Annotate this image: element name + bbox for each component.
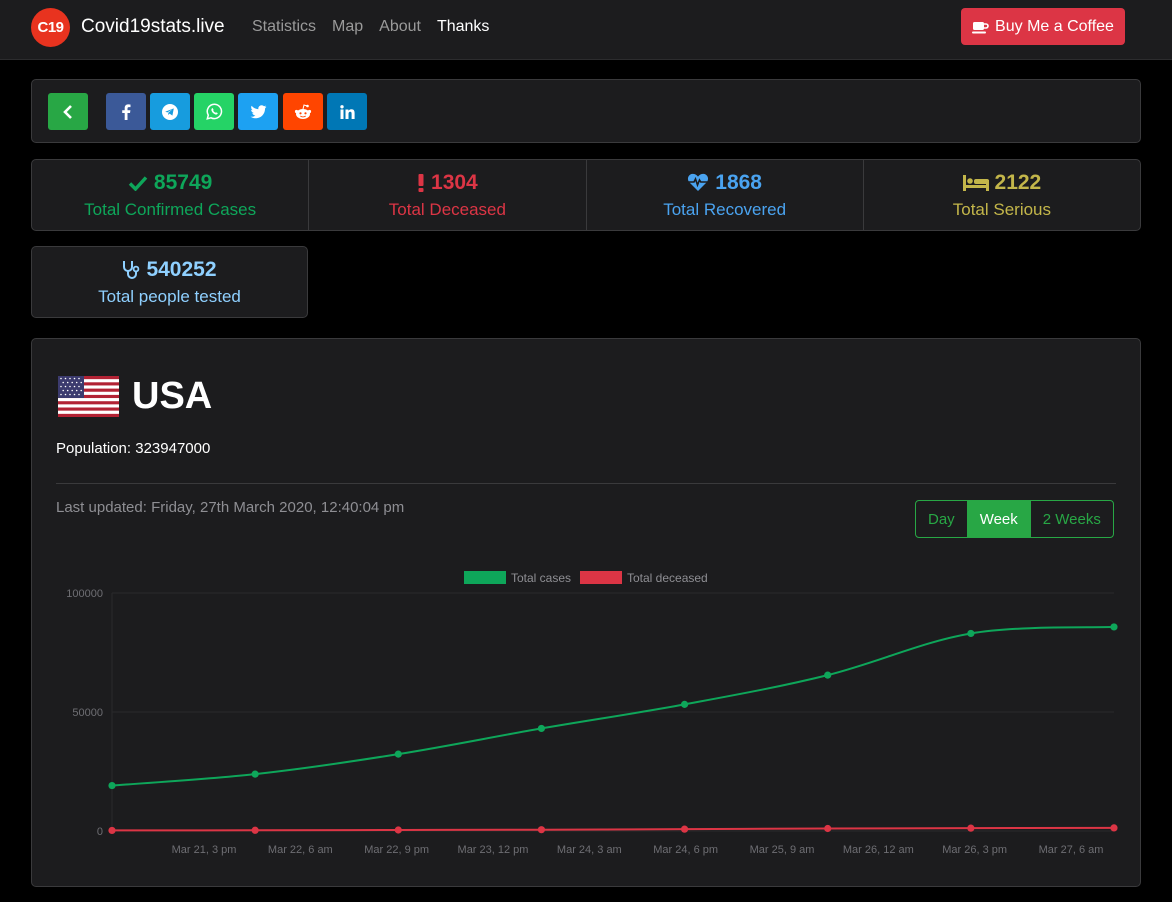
whatsapp-icon xyxy=(205,103,222,120)
linkedin-icon xyxy=(339,104,355,119)
heartbeat-icon xyxy=(688,173,709,191)
brand-name[interactable]: Covid19stats.live xyxy=(81,16,225,37)
data-point xyxy=(394,826,402,834)
data-point xyxy=(394,750,402,758)
data-point xyxy=(251,826,259,834)
stat-recovered: 1868 Total Recovered xyxy=(587,160,864,230)
reddit-icon xyxy=(294,103,312,119)
stat-confirmed-label: Total Confirmed Cases xyxy=(84,199,257,219)
nav-link-statistics[interactable]: Statistics xyxy=(252,18,317,35)
brand-logo[interactable]: C19 xyxy=(31,8,70,47)
series-line-0 xyxy=(111,625,1115,787)
stat-serious-label: Total Serious xyxy=(952,199,1052,219)
share-telegram-button[interactable] xyxy=(150,93,190,130)
back-button[interactable] xyxy=(48,93,88,130)
bed-icon xyxy=(962,174,989,191)
data-point xyxy=(537,724,546,733)
share-bar xyxy=(31,79,1141,143)
data-point xyxy=(967,629,975,638)
stat-confirmed: 85749 Total Confirmed Cases xyxy=(32,160,310,230)
y-tick-label: 50000 xyxy=(72,707,103,719)
data-point xyxy=(1110,824,1118,832)
buy-coffee-button[interactable]: Buy Me a Coffee xyxy=(961,8,1125,45)
range-day-button[interactable]: Day xyxy=(916,501,968,537)
data-point xyxy=(1110,623,1118,631)
stat-deceased-label: Total Deceased xyxy=(388,199,506,219)
check-icon xyxy=(128,175,148,191)
country-name: USA xyxy=(132,375,213,417)
twitter-icon xyxy=(250,104,266,118)
share-whatsapp-button[interactable] xyxy=(194,93,234,130)
series-line-1 xyxy=(111,826,1115,832)
legend-label: Total deceased xyxy=(627,571,708,585)
stat-recovered-label: Total Recovered xyxy=(663,199,787,219)
x-tick-label: Mar 26, 12 am xyxy=(843,844,914,856)
share-facebook-button[interactable] xyxy=(106,93,146,130)
data-point xyxy=(251,770,259,778)
share-twitter-button[interactable] xyxy=(238,93,278,130)
stat-tested-label: Total people tested xyxy=(98,286,241,306)
buy-coffee-label: Buy Me a Coffee xyxy=(995,17,1114,35)
stat-recovered-value: 1868 xyxy=(715,170,762,194)
range-week-button[interactable]: Week xyxy=(967,501,1031,537)
range-2weeks-button[interactable]: 2 Weeks xyxy=(1042,510,1101,528)
stat-serious: 2122 Total Serious xyxy=(864,160,1140,230)
x-tick-label: Mar 26, 3 pm xyxy=(942,844,1007,856)
stat-confirmed-value: 85749 xyxy=(153,170,213,194)
nav-links: Statistics Map About Thanks xyxy=(252,18,489,36)
x-tick-label: Mar 21, 3 pm xyxy=(172,844,237,856)
x-tick-label: Mar 27, 6 am xyxy=(1039,844,1104,856)
range-selector: Day Week 2 Weeks xyxy=(915,500,1114,538)
x-tick-label: Mar 24, 6 pm xyxy=(653,844,718,856)
legend-swatch xyxy=(580,571,622,584)
exclamation-icon xyxy=(418,173,424,192)
y-tick-label: 100000 xyxy=(66,588,103,600)
x-tick-label: Mar 24, 3 am xyxy=(557,844,622,856)
facebook-icon xyxy=(122,103,131,120)
nav-link-thanks[interactable]: Thanks xyxy=(436,18,490,35)
stethoscope-icon xyxy=(123,260,140,279)
divider xyxy=(56,483,1116,484)
data-point xyxy=(967,824,975,832)
cases-line-chart: 0 50000 100000 Mar 21, 3 pm Mar 22, 6 am Mar … xyxy=(66,571,1118,856)
x-tick-label: Mar 23, 12 pm xyxy=(458,844,529,856)
data-point xyxy=(108,826,116,835)
telegram-icon xyxy=(162,103,178,120)
stats-row: 85749 Total Confirmed Cases 1304 Total D… xyxy=(31,159,1141,231)
data-point xyxy=(824,824,832,833)
y-tick-label: 0 xyxy=(97,826,103,838)
legend-swatch xyxy=(464,571,506,584)
data-point xyxy=(824,671,832,679)
chevron-left-icon xyxy=(63,104,72,119)
stat-tested-value: 540252 xyxy=(146,257,217,281)
data-point xyxy=(108,781,116,790)
stat-deceased: 1304 Total Deceased xyxy=(309,160,587,230)
stat-serious-value: 2122 xyxy=(994,170,1042,194)
country-population: Population: 323947000 xyxy=(56,440,211,457)
x-tick-label: Mar 25, 9 am xyxy=(750,844,815,856)
nav-link-about[interactable]: About xyxy=(379,18,421,35)
data-point xyxy=(680,700,689,708)
usa-flag-icon xyxy=(58,376,119,417)
legend-label: Total cases xyxy=(511,571,571,585)
data-point xyxy=(680,825,689,833)
last-updated: Last updated: Friday, 27th March 2020, 1… xyxy=(56,499,405,516)
x-tick-label: Mar 22, 6 am xyxy=(268,844,333,856)
navbar: C19 Covid19stats.live Statistics Map Abo… xyxy=(0,0,1172,60)
data-point xyxy=(537,826,546,834)
stat-tested: 540252 Total people tested xyxy=(31,246,308,318)
x-tick-label: Mar 22, 9 pm xyxy=(364,844,429,856)
share-linkedin-button[interactable] xyxy=(327,93,367,130)
stat-deceased-value: 1304 xyxy=(431,170,478,194)
nav-link-map[interactable]: Map xyxy=(332,18,364,35)
share-reddit-button[interactable] xyxy=(283,93,323,130)
coffee-cup-icon xyxy=(972,21,989,33)
country-card: USA Population: 323947000 Last updated: … xyxy=(31,338,1141,887)
